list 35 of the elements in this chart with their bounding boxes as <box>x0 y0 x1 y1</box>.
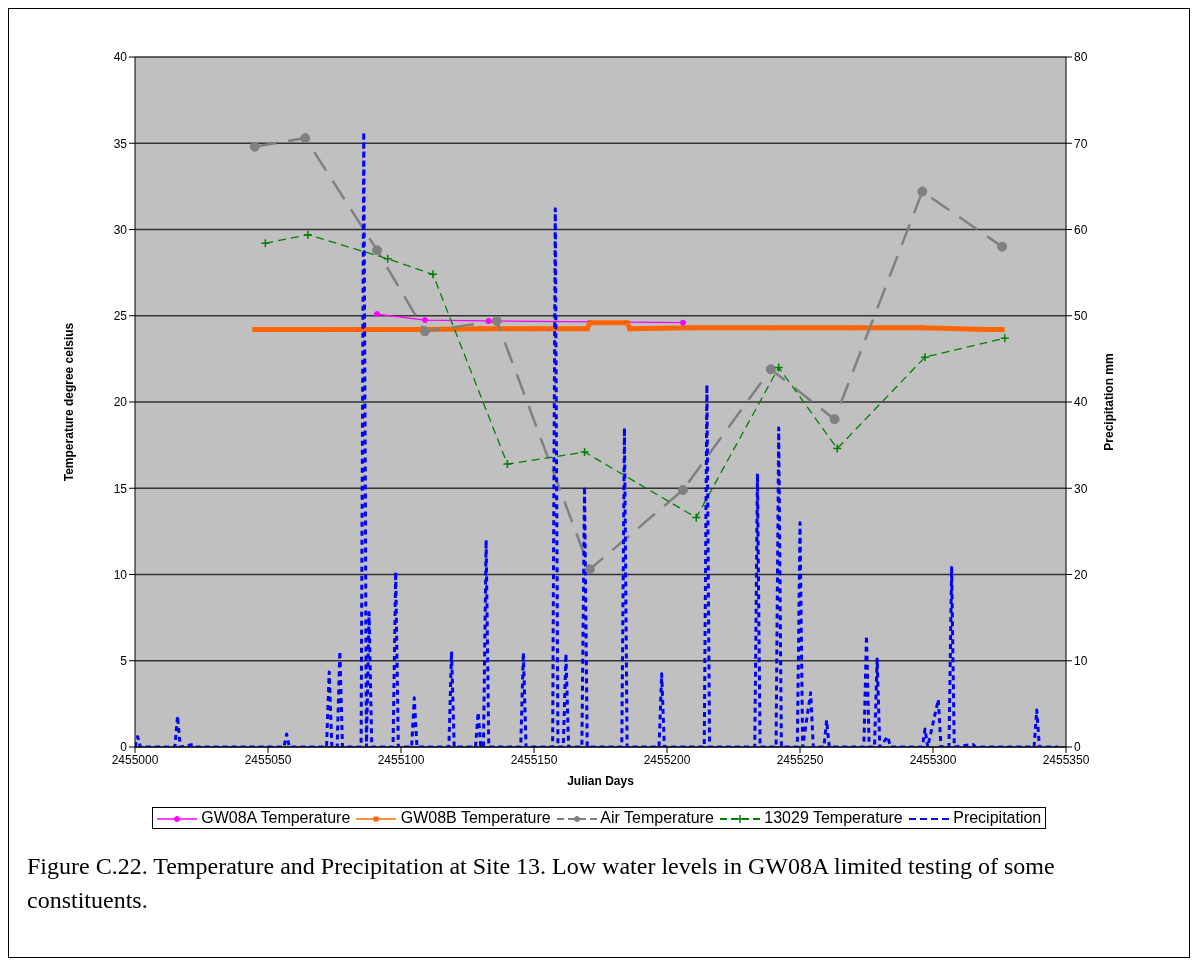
y2-tick-label: 30 <box>1074 481 1088 496</box>
legend-label: 13029 Temperature <box>763 809 903 827</box>
y-axis-title: Temperature degree celsius <box>62 322 77 482</box>
y2-axis-title: Precipitation mm <box>1102 353 1117 451</box>
y-tick-label: 5 <box>120 654 128 669</box>
x-tick-label: 2455150 <box>510 752 558 767</box>
y2-tick-label: 80 <box>1074 50 1088 65</box>
x-tick-label: 2455300 <box>909 752 957 767</box>
x-tick-label: 2455100 <box>377 752 425 767</box>
y-tick-label: 30 <box>113 222 128 237</box>
y-tick-label: 25 <box>113 309 128 324</box>
y2-tick-label: 0 <box>1074 740 1081 755</box>
text: Figure C.22. Temperature and Precipitation at Site 13. Low water levels in GW08A limited testing of some constituents. <box>27 852 1056 915</box>
y2-tick-label: 20 <box>1074 567 1088 582</box>
x-tick-label: 2455050 <box>244 752 292 767</box>
y-tick-label: 40 <box>113 50 128 65</box>
x-tick-label: 2455350 <box>1042 752 1090 767</box>
y2-tick-label: 60 <box>1074 222 1088 237</box>
y-tick-label: 15 <box>113 481 128 496</box>
y2-tick-label: 10 <box>1074 654 1088 669</box>
y2-tick-label: 70 <box>1074 136 1088 151</box>
x-axis-title: Julian Days <box>567 774 635 788</box>
y-tick-label: 10 <box>113 567 128 582</box>
y-tick-label: 35 <box>113 136 128 151</box>
y-tick-label: 20 <box>113 395 128 410</box>
y-tick-label: 0 <box>120 740 128 755</box>
legend-label: GW08B Temperature <box>399 809 551 827</box>
x-tick-label: 2455200 <box>643 752 691 767</box>
x-tick-label: 2455250 <box>776 752 824 767</box>
y2-tick-label: 50 <box>1074 309 1088 324</box>
legend-label: GW08A Temperature <box>200 809 351 827</box>
x-tick-label: 2455000 <box>111 752 159 767</box>
y2-tick-label: 40 <box>1074 395 1088 410</box>
legend-label: Air Temperature <box>599 809 714 827</box>
legend-label: Precipitation <box>952 809 1042 827</box>
